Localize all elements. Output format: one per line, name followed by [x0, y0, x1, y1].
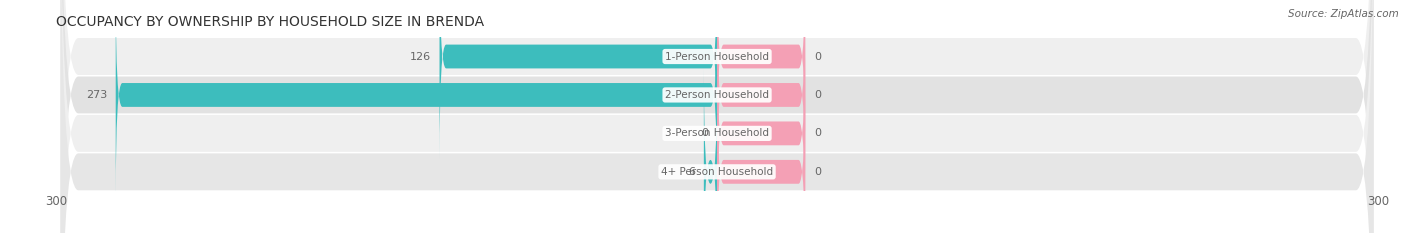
Text: 4+ Person Household: 4+ Person Household [661, 167, 773, 177]
Text: 0: 0 [814, 90, 821, 100]
Text: OCCUPANCY BY OWNERSHIP BY HOUSEHOLD SIZE IN BRENDA: OCCUPANCY BY OWNERSHIP BY HOUSEHOLD SIZE… [56, 15, 484, 29]
FancyBboxPatch shape [717, 30, 806, 233]
FancyBboxPatch shape [60, 0, 1374, 233]
FancyBboxPatch shape [717, 0, 806, 160]
FancyBboxPatch shape [115, 0, 717, 198]
Text: 6: 6 [688, 167, 695, 177]
Text: 2-Person Household: 2-Person Household [665, 90, 769, 100]
Text: 273: 273 [86, 90, 107, 100]
FancyBboxPatch shape [440, 0, 717, 160]
Text: 1-Person Household: 1-Person Household [665, 51, 769, 62]
FancyBboxPatch shape [717, 0, 806, 198]
Text: 3-Person Household: 3-Person Household [665, 128, 769, 138]
Text: Source: ZipAtlas.com: Source: ZipAtlas.com [1288, 9, 1399, 19]
Text: 126: 126 [409, 51, 430, 62]
FancyBboxPatch shape [60, 0, 1374, 233]
FancyBboxPatch shape [60, 0, 1374, 233]
Text: 0: 0 [814, 51, 821, 62]
FancyBboxPatch shape [717, 69, 806, 233]
Text: 0: 0 [814, 167, 821, 177]
Text: 0: 0 [814, 128, 821, 138]
Text: 0: 0 [702, 128, 709, 138]
FancyBboxPatch shape [60, 0, 1374, 233]
FancyBboxPatch shape [704, 69, 717, 233]
